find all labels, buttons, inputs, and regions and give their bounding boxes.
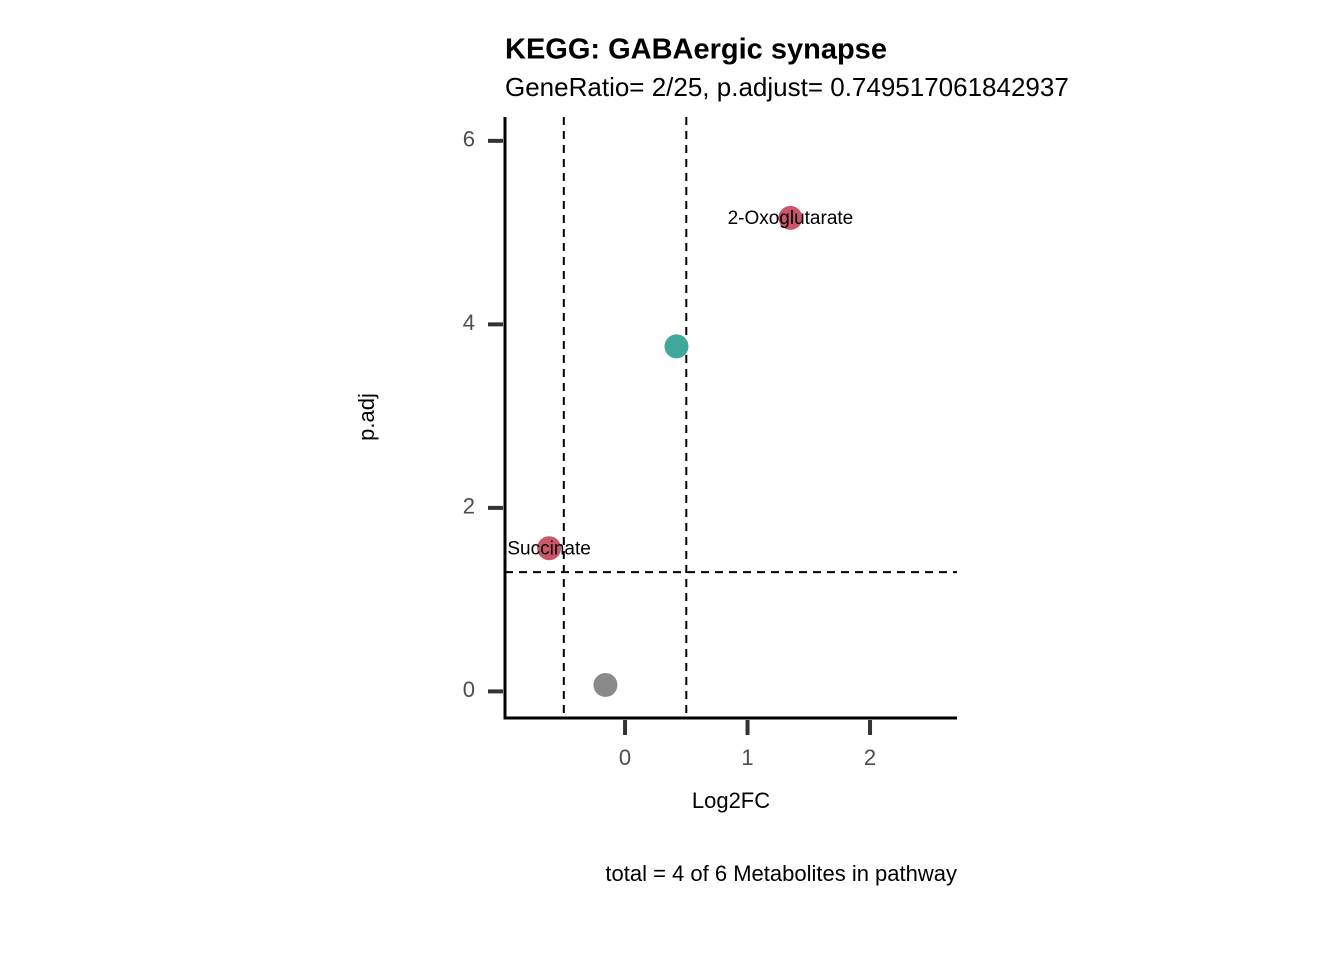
point [778, 205, 803, 230]
point-label: Succinate [507, 538, 590, 559]
point [593, 672, 618, 697]
x-tick-label: 0 [619, 745, 631, 770]
point [537, 536, 562, 561]
x-tick-label: 1 [741, 745, 753, 770]
y-tick-label: 2 [463, 494, 475, 519]
point-label: 2-Oxoglutarate [728, 208, 854, 229]
x-tick-label: 2 [864, 745, 876, 770]
y-tick-label: 6 [463, 127, 475, 152]
point [664, 334, 689, 359]
y-tick-label: 4 [463, 310, 475, 335]
caption: total = 4 of 6 Metabolites in pathway [605, 861, 957, 886]
chart-subtitle: GeneRatio= 2/25, p.adjust= 0.74951706184… [505, 72, 1069, 102]
y-tick-label: 0 [463, 677, 475, 702]
x-axis-title: Log2FC [692, 788, 770, 813]
y-axis-title: p.adj [354, 393, 379, 441]
chart-title: KEGG: GABAergic synapse [505, 34, 887, 66]
